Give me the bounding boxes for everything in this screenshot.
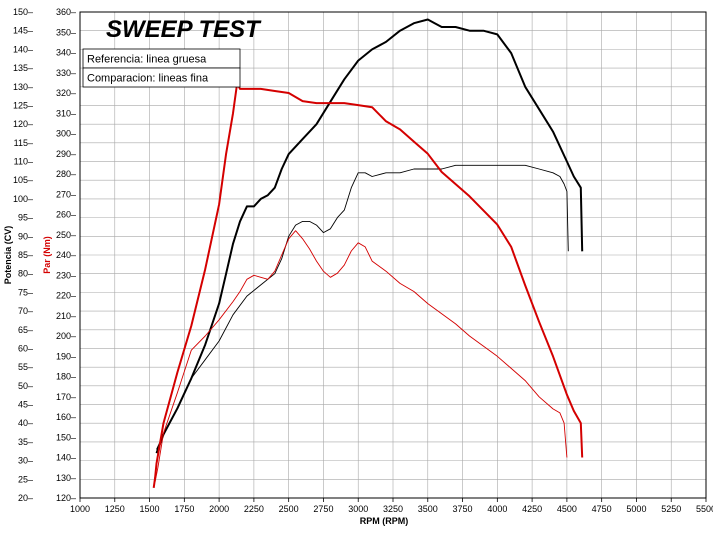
x-tick-label: 3750 bbox=[453, 504, 473, 514]
power-tick-label: 115– bbox=[14, 138, 33, 148]
x-tick-label: 2750 bbox=[313, 504, 333, 514]
power-tick-label: 130– bbox=[13, 82, 33, 92]
torque-tick-label: 360– bbox=[56, 7, 76, 17]
x-tick-label: 1750 bbox=[174, 504, 194, 514]
power-tick-label: 135– bbox=[13, 63, 33, 73]
torque-tick-label: 250– bbox=[56, 230, 76, 240]
power-tick-label: 125– bbox=[13, 100, 33, 110]
power-tick-label: 100– bbox=[13, 194, 33, 204]
x-tick-label: 2500 bbox=[279, 504, 299, 514]
x-tick-label: 3250 bbox=[383, 504, 403, 514]
torque-axis-title: Par (Nm) bbox=[42, 236, 52, 274]
power-tick-label: 150– bbox=[13, 7, 33, 17]
x-tick-label: 1250 bbox=[105, 504, 125, 514]
power-tick-label: 50– bbox=[18, 381, 33, 391]
x-tick-label: 3000 bbox=[348, 504, 368, 514]
torque-tick-label: 160– bbox=[56, 412, 76, 422]
power-tick-label: 95– bbox=[18, 213, 33, 223]
power-tick-label: 145– bbox=[13, 26, 33, 36]
torque-tick-label: 190– bbox=[56, 351, 76, 361]
torque-tick-label: 220– bbox=[56, 291, 76, 301]
torque-tick-label: 180– bbox=[56, 372, 76, 382]
torque-tick-label: 130– bbox=[56, 473, 76, 483]
chart-grid bbox=[79, 11, 707, 499]
power-tick-label: 25– bbox=[18, 474, 33, 484]
torque-tick-label: 150– bbox=[56, 432, 76, 442]
torque-tick-label: 280– bbox=[56, 169, 76, 179]
legend-box-comparison bbox=[82, 67, 241, 88]
torque-tick-label: 240– bbox=[56, 250, 76, 260]
series-line-torque-thick bbox=[152, 81, 584, 489]
series-line-torque-thin bbox=[154, 230, 568, 482]
legend-entry-comparison: Comparacion: lineas fina bbox=[87, 73, 209, 85]
torque-tick-label: 260– bbox=[56, 210, 76, 220]
torque-tick-label: 140– bbox=[56, 453, 76, 463]
power-tick-label: 110– bbox=[14, 157, 33, 167]
power-tick-label: 65– bbox=[18, 325, 33, 335]
torque-tick-label: 330– bbox=[56, 68, 76, 78]
torque-tick-label: 350– bbox=[56, 27, 76, 37]
power-tick-label: 40– bbox=[18, 418, 33, 428]
legend: Referencia: linea gruesa Comparacion: li… bbox=[82, 48, 241, 88]
x-tick-label: 4000 bbox=[487, 504, 507, 514]
power-tick-label: 120– bbox=[13, 119, 33, 129]
x-tick-label: 3500 bbox=[418, 504, 438, 514]
x-axis-ticks: 1000 1250 1500 1750 2000 2250 2500 2750 3000 3250… bbox=[70, 498, 713, 514]
series-line-power-thin bbox=[156, 164, 569, 450]
power-tick-label: 105– bbox=[13, 175, 33, 185]
torque-tick-label: 320– bbox=[56, 88, 76, 98]
torque-tick-label: 200– bbox=[56, 331, 76, 341]
x-tick-label: 2000 bbox=[209, 504, 229, 514]
power-tick-label: 60– bbox=[18, 343, 33, 353]
power-tick-label: 55– bbox=[18, 362, 33, 372]
torque-tick-label: 120– bbox=[56, 493, 76, 503]
x-tick-label: 5000 bbox=[626, 504, 646, 514]
power-tick-label: 75– bbox=[18, 287, 33, 297]
x-tick-label: 1000 bbox=[70, 504, 90, 514]
power-tick-label: 85– bbox=[18, 250, 33, 260]
torque-tick-label: 270– bbox=[56, 189, 76, 199]
power-tick-label: 45– bbox=[18, 400, 33, 410]
power-axis-ticks: 20– 25– 30– 35– 40– 45– 50– 55– 60– 65– 70– 75– 80– 8… bbox=[13, 7, 33, 503]
series-line-power-thick bbox=[155, 18, 584, 454]
x-axis-title: RPM (RPM) bbox=[360, 516, 409, 526]
torque-tick-label: 300– bbox=[56, 129, 76, 139]
power-tick-label: 35– bbox=[18, 437, 33, 447]
power-tick-label: 90– bbox=[18, 231, 33, 241]
torque-tick-label: 310– bbox=[56, 108, 76, 118]
power-tick-label: 80– bbox=[18, 269, 33, 279]
x-tick-label: 1500 bbox=[140, 504, 160, 514]
x-tick-label: 4250 bbox=[522, 504, 542, 514]
torque-axis-ticks: 120– 130– 140– 150– 160– 170– 180– 190– 200– 210–… bbox=[56, 7, 76, 503]
legend-entry-reference: Referencia: linea gruesa bbox=[87, 54, 207, 66]
torque-tick-label: 340– bbox=[56, 48, 76, 58]
torque-tick-label: 290– bbox=[56, 149, 76, 159]
torque-tick-label: 230– bbox=[56, 270, 76, 280]
chart-series bbox=[152, 18, 584, 489]
chart-title: SWEEP TEST bbox=[106, 16, 262, 43]
x-tick-label: 2250 bbox=[244, 504, 264, 514]
plot-border bbox=[79, 11, 707, 499]
power-tick-label: 140– bbox=[13, 44, 33, 54]
x-tick-label: 4750 bbox=[592, 504, 612, 514]
x-tick-label: 5500 bbox=[696, 504, 713, 514]
torque-tick-label: 170– bbox=[56, 392, 76, 402]
power-tick-label: 70– bbox=[18, 306, 33, 316]
power-tick-label: 30– bbox=[18, 456, 33, 466]
x-tick-label: 4500 bbox=[557, 504, 577, 514]
power-tick-label: 20– bbox=[18, 493, 33, 503]
torque-tick-label: 210– bbox=[56, 311, 76, 321]
x-tick-label: 5250 bbox=[661, 504, 681, 514]
power-axis-title: Potencia (CV) bbox=[3, 226, 13, 285]
